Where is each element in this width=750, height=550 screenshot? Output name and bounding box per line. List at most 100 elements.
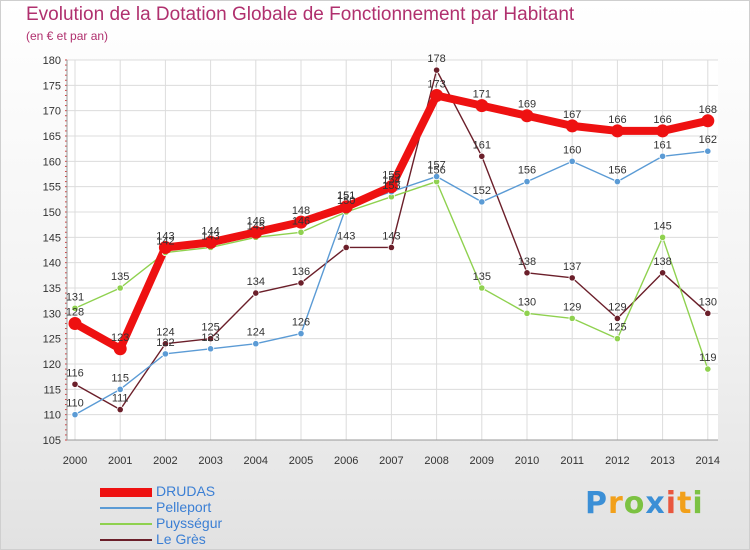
data-label: 135 xyxy=(111,271,129,283)
x-tick-label: 2010 xyxy=(515,455,539,467)
y-minor-tick xyxy=(65,338,67,340)
y-tick-label: 145 xyxy=(43,232,61,244)
x-tick-label: 2012 xyxy=(605,455,629,467)
data-point xyxy=(204,235,218,249)
data-label: 157 xyxy=(427,160,445,172)
y-minor-tick xyxy=(65,170,67,172)
y-minor-tick xyxy=(65,191,67,193)
data-label: 151 xyxy=(337,190,355,202)
y-minor-tick xyxy=(65,383,67,385)
data-point xyxy=(523,309,531,317)
data-label: 167 xyxy=(563,109,581,121)
data-point xyxy=(294,215,308,229)
legend-label: DRUDAS xyxy=(156,483,216,499)
x-tick-label: 2000 xyxy=(63,455,87,467)
data-label: 148 xyxy=(292,205,310,217)
data-point xyxy=(523,178,531,186)
data-point xyxy=(116,385,124,393)
y-tick-label: 125 xyxy=(43,334,61,346)
y-tick-label: 175 xyxy=(43,80,61,92)
data-label: 137 xyxy=(563,261,581,273)
y-tick-label: 130 xyxy=(43,308,61,320)
data-label: 138 xyxy=(518,256,536,268)
y-tick-label: 135 xyxy=(43,283,61,295)
data-label: 110 xyxy=(66,398,84,410)
y-minor-tick xyxy=(65,155,67,157)
y-minor-tick xyxy=(65,358,67,360)
y-minor-tick xyxy=(65,231,67,233)
data-label: 125 xyxy=(201,322,219,334)
x-tick-label: 2008 xyxy=(424,455,448,467)
data-label: 130 xyxy=(518,296,536,308)
data-label: 151 xyxy=(337,190,355,202)
legend-swatch xyxy=(100,539,152,541)
x-tick-label: 2009 xyxy=(470,455,494,467)
y-tick-label: 140 xyxy=(43,258,61,270)
y-minor-tick xyxy=(65,201,67,203)
y-minor-tick xyxy=(65,302,67,304)
y-minor-tick xyxy=(65,378,67,380)
y-minor-tick xyxy=(65,398,67,400)
y-minor-tick xyxy=(65,343,67,345)
y-minor-tick xyxy=(65,409,67,411)
y-minor-tick xyxy=(65,317,67,319)
data-label: 156 xyxy=(608,165,626,177)
y-minor-tick xyxy=(65,328,67,330)
chart-subtitle: (en € et par an) xyxy=(26,29,109,43)
y-minor-tick xyxy=(65,206,67,208)
data-label: 138 xyxy=(653,256,671,268)
legend-label: Le Grès xyxy=(156,531,206,547)
data-point xyxy=(297,228,305,236)
data-label: 144 xyxy=(201,225,219,237)
data-label: 145 xyxy=(247,220,265,232)
y-minor-tick xyxy=(65,236,67,238)
x-tick-label: 2004 xyxy=(244,455,268,467)
data-point xyxy=(249,225,263,239)
data-label: 124 xyxy=(156,327,174,339)
y-minor-tick xyxy=(65,262,67,264)
data-point xyxy=(701,114,715,128)
data-label: 162 xyxy=(699,134,717,146)
y-minor-tick xyxy=(65,216,67,218)
data-label: 161 xyxy=(653,139,671,151)
y-minor-tick xyxy=(65,246,67,248)
data-label: 143 xyxy=(337,230,355,242)
y-minor-tick xyxy=(65,181,67,183)
logo-letter: o xyxy=(623,486,646,521)
data-point xyxy=(613,178,622,186)
legend-label: Puysségur xyxy=(156,515,223,531)
y-minor-tick xyxy=(65,252,67,254)
y-minor-tick xyxy=(65,140,67,142)
y-minor-tick xyxy=(65,221,67,223)
y-minor-tick xyxy=(65,348,67,350)
data-point xyxy=(297,279,305,287)
y-minor-tick xyxy=(65,333,67,335)
y-minor-tick xyxy=(65,115,67,117)
legend-label: Pelleport xyxy=(156,499,212,515)
data-label: 161 xyxy=(473,139,491,151)
y-minor-tick xyxy=(65,110,67,112)
x-tick-label: 2003 xyxy=(198,455,222,467)
data-label: 152 xyxy=(473,185,491,197)
data-point xyxy=(704,147,712,155)
y-tick-label: 110 xyxy=(43,410,61,422)
data-label: 166 xyxy=(653,114,671,126)
y-minor-tick xyxy=(65,353,67,355)
y-minor-tick xyxy=(65,307,67,309)
y-minor-tick xyxy=(65,292,67,294)
data-label: 143 xyxy=(156,230,174,242)
data-point xyxy=(658,233,667,241)
y-minor-tick xyxy=(65,176,67,178)
data-point xyxy=(207,345,215,353)
data-point xyxy=(610,124,624,138)
y-minor-tick xyxy=(65,84,67,86)
y-minor-tick xyxy=(65,89,67,91)
data-point xyxy=(116,284,124,292)
data-label: 169 xyxy=(518,99,536,111)
data-point xyxy=(71,411,79,419)
y-minor-tick xyxy=(65,145,67,147)
data-point xyxy=(161,350,169,358)
data-point xyxy=(387,243,395,252)
y-minor-tick xyxy=(65,226,67,228)
